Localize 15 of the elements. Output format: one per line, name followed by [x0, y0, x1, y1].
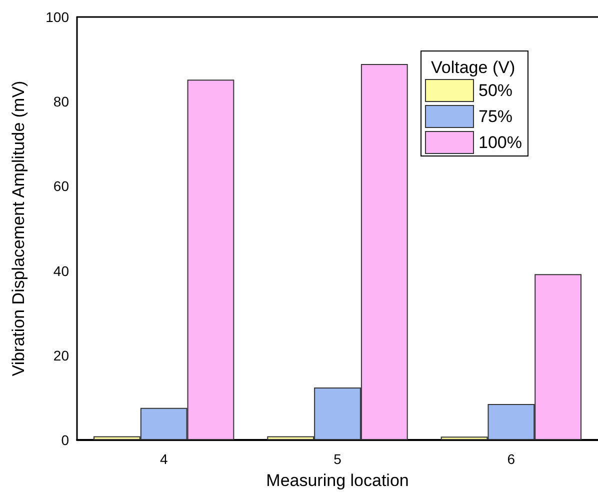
y-tick-label: 40 [53, 262, 70, 279]
x-tick-label: 5 [334, 451, 342, 467]
x-tick-label: 6 [507, 451, 516, 467]
x-axis-title: Measuring location [266, 471, 409, 490]
y-tick-label: 20 [53, 347, 70, 364]
legend-label: 50% [478, 81, 513, 100]
y-tick-label: 80 [53, 94, 70, 110]
x-tick-label: 4 [160, 451, 168, 467]
legend-label: 75% [478, 107, 513, 126]
legend-label: 100% [478, 133, 522, 152]
y-axis-title: Vibration Displacement Amplitude (mV) [9, 80, 28, 376]
y-tick-label: 60 [53, 178, 70, 194]
legend-title: Voltage (V) [431, 58, 516, 77]
y-tick-label: 100 [46, 9, 70, 25]
y-tick-label: 0 [61, 432, 70, 448]
